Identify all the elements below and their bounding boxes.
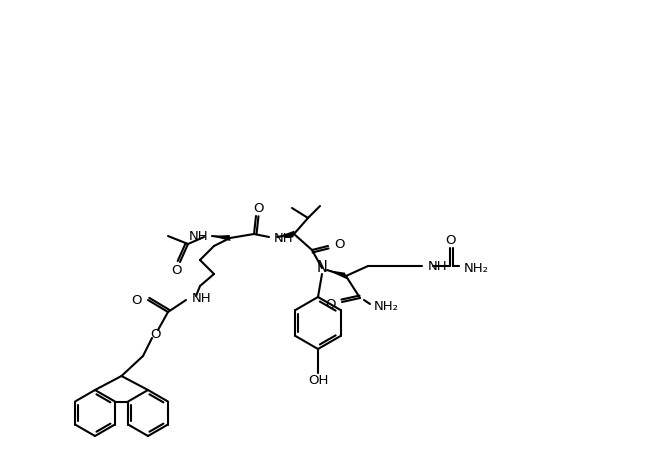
Text: O: O — [444, 235, 455, 247]
Text: O: O — [326, 297, 336, 310]
Text: NH₂: NH₂ — [464, 262, 489, 274]
Text: N: N — [317, 261, 328, 275]
Text: OH: OH — [307, 374, 328, 386]
Text: NH: NH — [274, 231, 294, 245]
Text: O: O — [334, 237, 344, 251]
Text: NH₂: NH₂ — [374, 300, 399, 313]
Text: NH: NH — [192, 291, 212, 304]
Polygon shape — [327, 270, 347, 280]
Text: O: O — [150, 328, 160, 341]
Polygon shape — [211, 235, 231, 241]
Text: NH: NH — [189, 230, 208, 242]
Text: O: O — [132, 293, 142, 307]
Text: NH: NH — [428, 259, 448, 273]
Text: O: O — [253, 202, 264, 215]
Polygon shape — [277, 230, 295, 237]
Text: O: O — [171, 263, 182, 276]
